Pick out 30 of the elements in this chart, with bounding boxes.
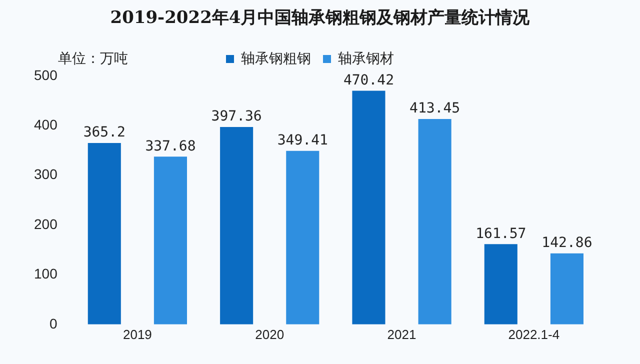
data-label: 142.86 [542,235,592,252]
x-tick-label: 2021 [387,326,416,342]
y-tick-label: 0 [50,315,58,332]
bar [286,150,320,324]
data-label: 349.41 [277,132,328,148]
y-tick-label: 200 [34,216,58,232]
y-tick-label: 100 [34,266,58,282]
y-axis-title: 单位：万吨 [58,50,128,68]
bar [352,90,386,324]
data-label: 337.68 [145,138,196,154]
bar [154,156,187,324]
bar [418,119,452,324]
y-tick-label: 500 [34,66,58,83]
legend-label: 轴承钢材 [338,50,394,66]
data-label: 397.36 [211,108,262,125]
data-label: 470.42 [343,72,394,88]
x-tick-label: 2019 [122,326,152,342]
bar [220,126,254,324]
data-label: 365.2 [83,124,126,141]
legend-label: 轴承钢粗钢 [241,50,311,66]
x-tick-label: 2020 [255,326,284,342]
y-tick-label: 400 [34,116,58,133]
data-label: 413.45 [410,100,460,117]
data-label: 161.57 [476,226,526,242]
x-tick-label: 2022.1-4 [508,326,560,342]
y-tick-label: 300 [34,166,58,182]
bar [550,253,584,324]
bar [484,244,518,324]
bar [88,142,121,324]
chart-title: 2019-2022年4月中国轴承钢粗钢及钢材产量统计情况 [109,7,531,29]
